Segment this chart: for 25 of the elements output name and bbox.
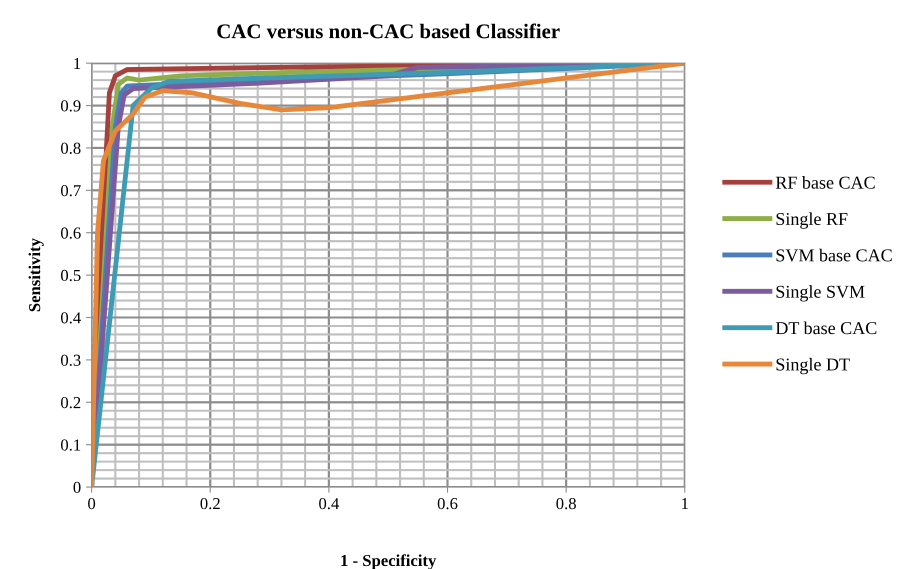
legend-label: SVM base CAC — [776, 248, 892, 262]
y-axis-title: Sensitivity — [28, 238, 44, 312]
x-tick-label: 0.6 — [438, 498, 458, 510]
x-tick-label: 0.2 — [200, 498, 220, 510]
chart-title: CAC versus non-CAC based Classifier — [217, 23, 560, 38]
legend-label: Single SVM — [776, 285, 865, 302]
legend-label: Single RF — [776, 212, 848, 229]
y-tick-label: 0.4 — [60, 312, 81, 324]
x-tick-label: 0.8 — [556, 498, 576, 510]
legend-label: RF base CAC — [776, 176, 875, 189]
y-tick-label: 0.5 — [60, 270, 81, 282]
x-tick-label: 0 — [88, 498, 96, 510]
y-tick-label: 0.8 — [60, 142, 81, 154]
y-tick-label: 0.3 — [60, 354, 81, 366]
legend-label: Single DT — [776, 358, 850, 374]
y-tick-label: 0.1 — [60, 439, 80, 451]
legend-label: DT base CAC — [776, 322, 876, 334]
y-tick-label: 0.2 — [60, 396, 80, 408]
y-tick-label: 0.6 — [60, 227, 81, 239]
y-tick-label: 0.9 — [60, 100, 81, 112]
x-tick-label: 1 — [682, 498, 688, 510]
y-tick-label: 0.7 — [60, 185, 81, 196]
x-tick-label: 0.4 — [319, 498, 340, 510]
y-tick-label: 0 — [73, 482, 81, 494]
y-tick-label: 1 — [74, 58, 80, 69]
